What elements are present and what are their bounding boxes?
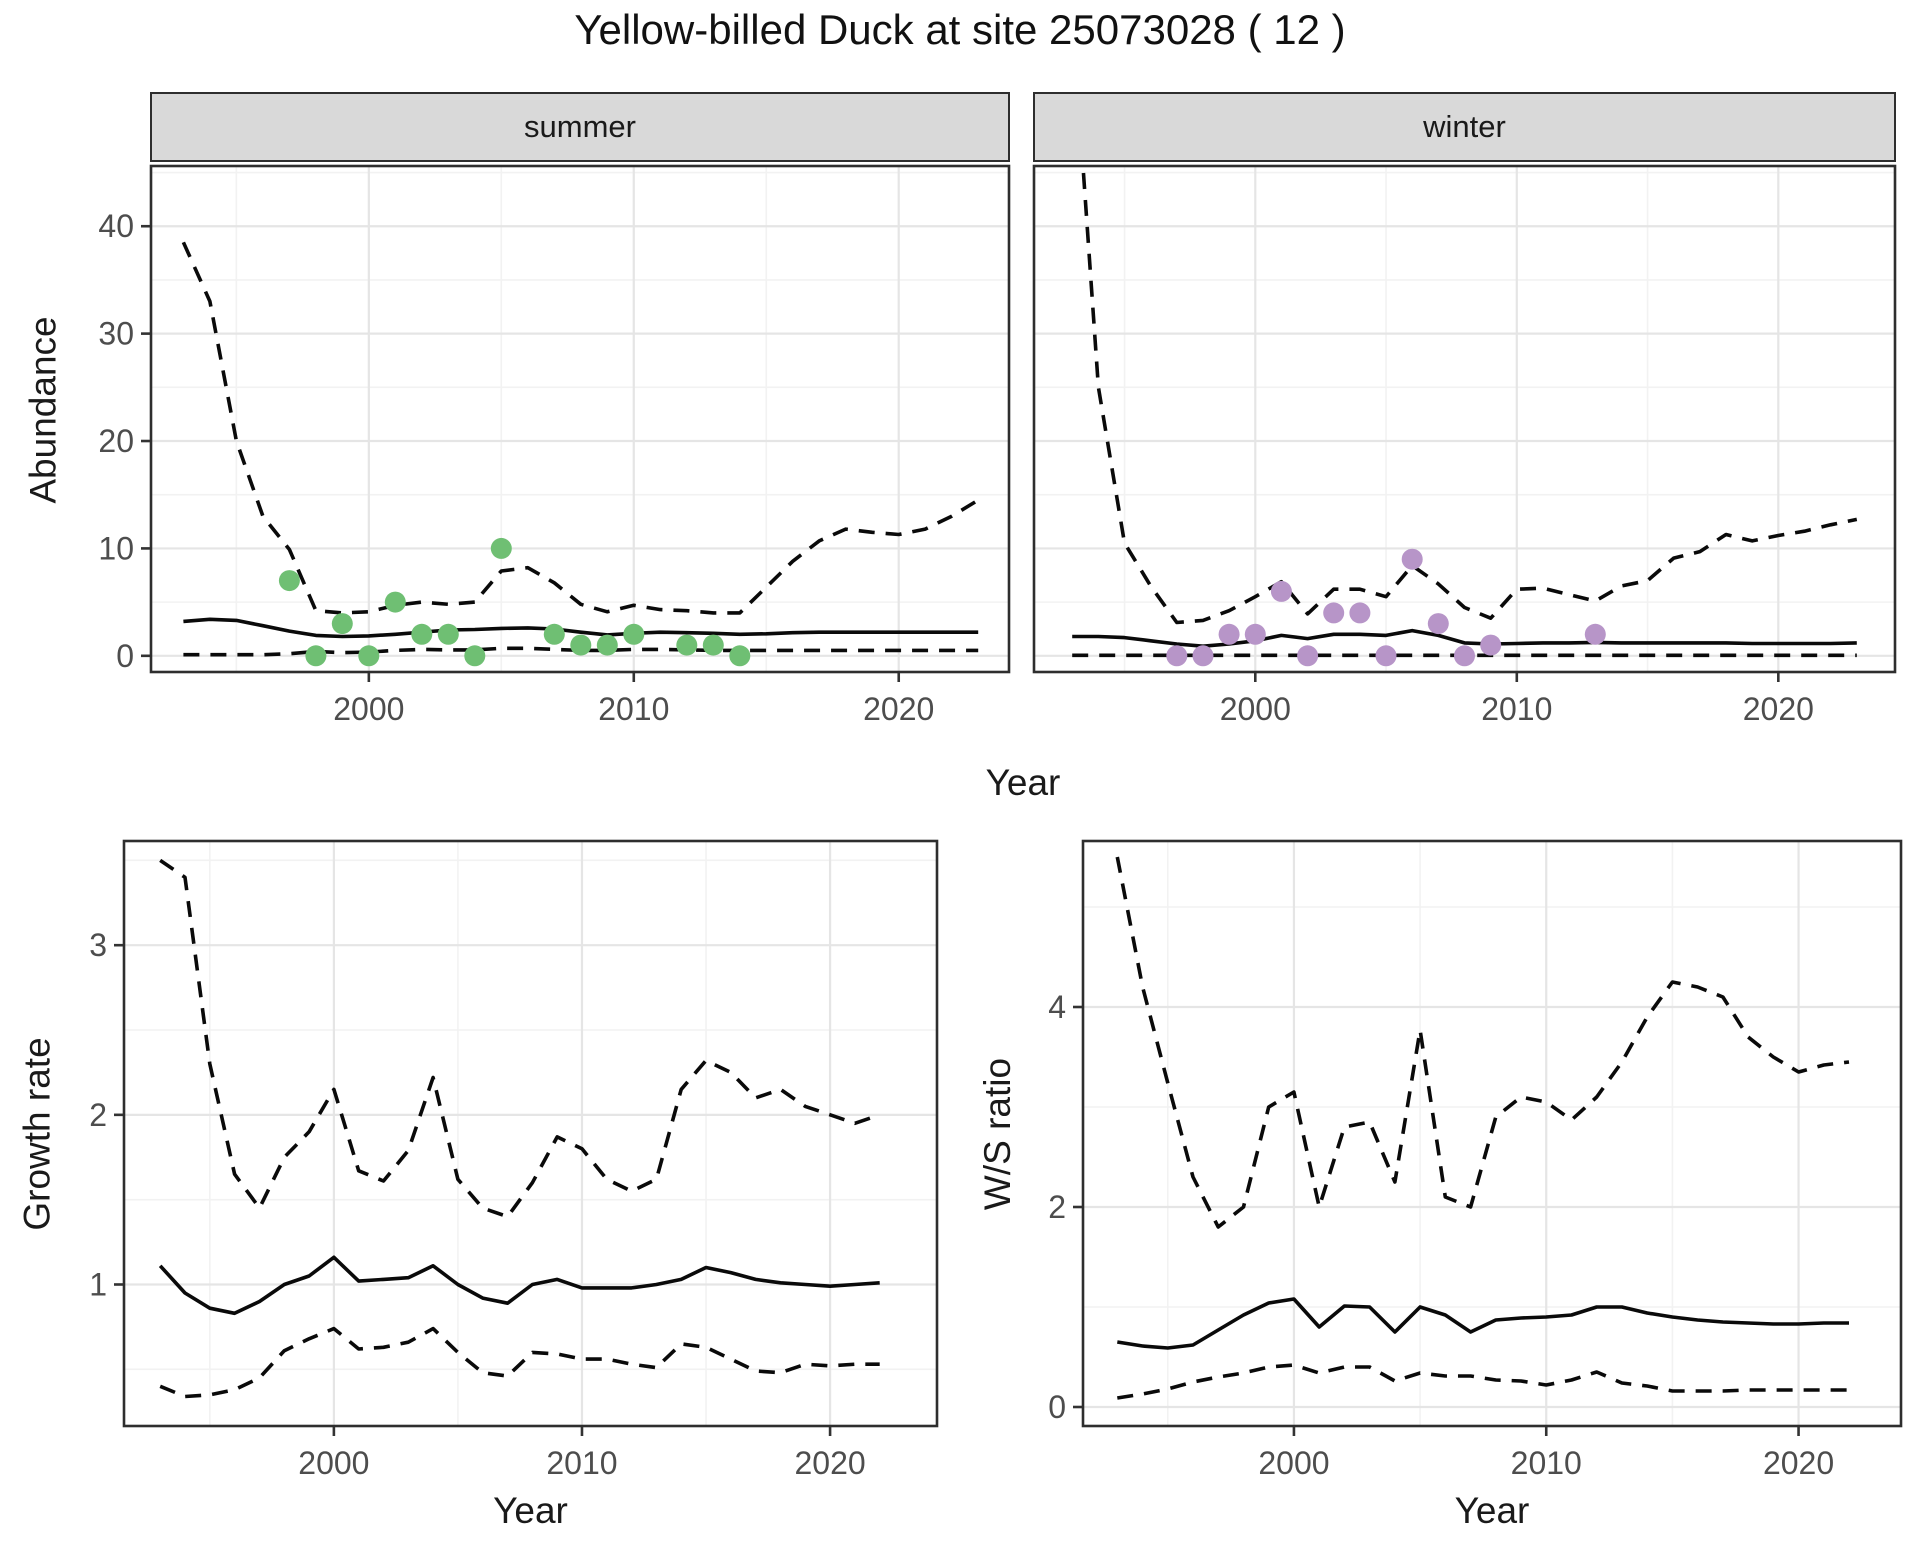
data-point: [1427, 613, 1449, 635]
panel-border: [1032, 164, 1897, 674]
y-tick-label: 40: [98, 208, 134, 244]
page-title: Yellow-billed Duck at site 25073028 ( 12…: [574, 6, 1346, 53]
data-point: [570, 634, 592, 656]
top-year-axis-title: Year: [985, 762, 1061, 803]
panel-border: [122, 839, 939, 1428]
data-point: [729, 645, 751, 667]
gridlines: [150, 165, 1010, 673]
median-line: [183, 617, 979, 639]
x-tick-label: 2010: [1481, 691, 1552, 727]
y-tick-label: 4: [1048, 989, 1066, 1025]
data-point: [1480, 634, 1502, 656]
y-tick-label: 0: [1048, 1389, 1066, 1425]
ws-year-axis-title: Year: [1454, 1490, 1530, 1531]
data-point: [490, 537, 512, 559]
data-point: [437, 623, 459, 645]
y-tick-label: 2: [1048, 1189, 1066, 1225]
lower_ci-line: [1117, 1363, 1849, 1400]
data-point: [1192, 645, 1214, 667]
panel-border: [1081, 839, 1903, 1428]
ws-ratio-axis-title: W/S ratio: [977, 1057, 1019, 1210]
data-point: [596, 634, 618, 656]
data-point: [543, 623, 565, 645]
data-point: [1166, 645, 1188, 667]
panel-abundance-summer: 2000 2010 2020 0 10 20 30 40: [98, 164, 1011, 727]
data-point: [1270, 580, 1292, 602]
data-point: [1375, 645, 1397, 667]
gridlines: [1082, 840, 1902, 1427]
data-point: [676, 634, 698, 656]
y-tick-label: 0: [116, 638, 134, 674]
panel-ws-ratio: 2000 2010 2020 0 2 4: [1048, 839, 1903, 1481]
axis-ticks: 2000 2010 2020 0 10 20 30 40: [98, 208, 934, 727]
panel-growth-rate: 2000 2010 2020 1 2 3: [89, 839, 939, 1481]
facet-strip-winter: winter: [1033, 92, 1896, 162]
y-tick-label: 2: [89, 1097, 107, 1133]
data-point: [1323, 602, 1345, 624]
median-line: [1117, 1297, 1849, 1350]
observed-points: [1166, 548, 1606, 667]
upper_ci-line: [1115, 856, 1850, 1229]
series-lines: [181, 241, 980, 657]
data-point: [1218, 623, 1240, 645]
series-lines: [1115, 856, 1850, 1400]
data-point: [305, 645, 327, 667]
panel-border: [149, 164, 1011, 674]
data-point: [1349, 602, 1371, 624]
data-point: [1584, 623, 1606, 645]
x-tick-label: 2000: [1220, 691, 1291, 727]
x-tick-label: 2020: [1763, 1445, 1834, 1481]
data-point: [331, 613, 353, 635]
x-tick-label: 2010: [546, 1445, 617, 1481]
x-tick-label: 2020: [1743, 691, 1814, 727]
panel-abundance-winter: 2000 2010 2020: [1032, 164, 1897, 727]
data-point: [1401, 548, 1423, 570]
growth-year-axis-title: Year: [493, 1490, 568, 1531]
abundance-axis-title: Abundance: [23, 316, 65, 504]
data-point: [623, 623, 645, 645]
axis-ticks: 2000 2010 2020 1 2 3: [89, 927, 865, 1481]
data-point: [278, 570, 300, 592]
x-tick-label: 2020: [794, 1445, 865, 1481]
data-point: [1454, 645, 1475, 667]
x-tick-label: 2000: [298, 1445, 369, 1481]
gridlines: [1033, 165, 1896, 673]
facet-strip-summer-label: summer: [524, 109, 636, 144]
x-tick-label: 2010: [598, 691, 669, 727]
data-point: [1244, 623, 1266, 645]
data-point: [384, 591, 406, 613]
growth-rate-axis-title: Growth rate: [17, 1036, 59, 1231]
x-tick-label: 2000: [333, 691, 404, 727]
y-tick-label: 3: [89, 927, 107, 963]
facet-strip-winter-label: winter: [1423, 109, 1506, 144]
x-tick-label: 2020: [863, 691, 934, 727]
axis-ticks: 2000 2010 2020: [1220, 673, 1814, 727]
x-tick-label: 2000: [1258, 1445, 1329, 1481]
data-point: [358, 645, 380, 667]
lower_ci-line: [183, 646, 979, 657]
data-point: [1297, 645, 1319, 667]
median-line: [158, 1255, 880, 1316]
y-tick-label: 10: [98, 530, 134, 566]
upper_ci-line: [159, 858, 881, 1219]
y-tick-label: 20: [98, 423, 134, 459]
data-point: [411, 623, 433, 645]
y-tick-label: 1: [89, 1266, 107, 1302]
upper_ci-line: [181, 241, 980, 615]
lower_ci-line: [159, 1326, 880, 1399]
data-point: [702, 634, 724, 656]
axis-ticks: 2000 2010 2020 0 2 4: [1048, 989, 1834, 1481]
series-lines: [158, 858, 881, 1399]
y-tick-label: 30: [98, 316, 134, 352]
observed-points: [278, 537, 751, 667]
upper_ci-line: [1081, 165, 1858, 625]
facet-strip-summer: summer: [150, 92, 1010, 162]
data-point: [464, 645, 486, 667]
x-tick-label: 2010: [1511, 1445, 1582, 1481]
